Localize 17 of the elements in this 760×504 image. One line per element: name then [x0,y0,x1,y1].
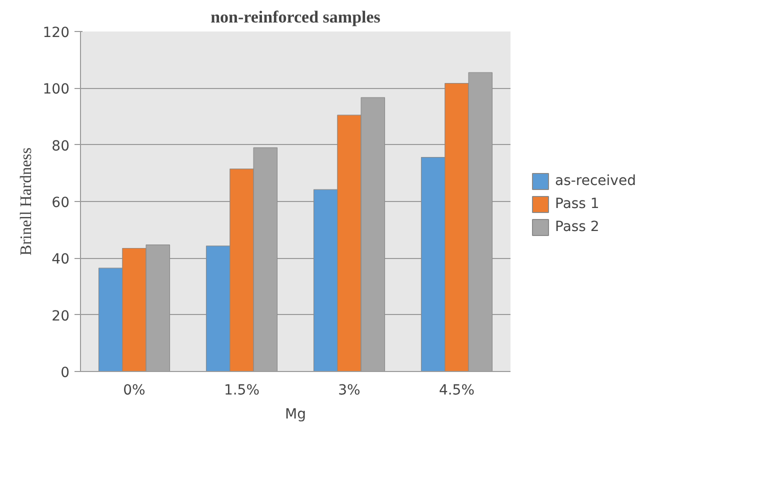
y-tick-label: 100 [42,82,70,98]
y-tick-label: 80 [52,138,70,154]
y-axis-title: Brinell Hardness [18,148,35,256]
x-axis-title: Mg [285,406,306,422]
legend-label: as-received [555,172,636,188]
y-tick-label: 40 [52,252,70,268]
y-tick-label: 60 [52,195,70,211]
y-tick-label: 0 [60,365,70,381]
x-tick-label: 1.5% [224,382,260,398]
x-tick-label: 0% [123,382,146,398]
x-tick-label: 3% [338,382,360,398]
legend-label: Pass 1 [555,196,600,212]
legend-label: Pass 2 [555,218,600,234]
x-tick-label: 4.5% [438,382,475,398]
y-tick-label: 120 [42,25,70,41]
y-tick-label: 20 [52,308,70,324]
chart-title: non-reinforced samples [210,8,381,26]
